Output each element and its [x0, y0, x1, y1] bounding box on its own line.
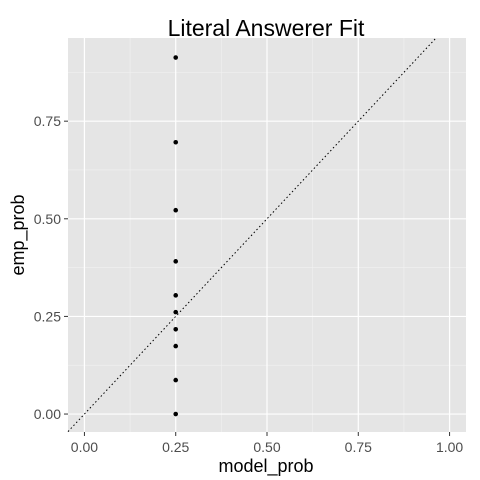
data-point: [173, 411, 179, 417]
data-point: [173, 377, 179, 383]
y-tick-label: 0.25: [34, 308, 61, 324]
y-axis-title: emp_prob: [8, 194, 29, 275]
reference-line-layer: [67, 37, 437, 432]
y-tick-label: 0.00: [34, 406, 61, 422]
data-point: [173, 293, 179, 298]
x-tick-label: 0.00: [71, 439, 98, 455]
y-axis: 0.00 0.25 0.50 0.75: [34, 113, 68, 422]
x-axis-title: model_prob: [218, 456, 313, 477]
data-point: [173, 309, 179, 315]
x-tick-label: 0.75: [345, 439, 372, 455]
y-tick-label: 0.50: [34, 211, 61, 227]
data-point: [173, 343, 179, 349]
identity-reference-line: [67, 37, 437, 432]
x-axis: 0.00 0.25 0.50 0.75 1.00: [71, 432, 463, 455]
data-point: [173, 327, 179, 332]
points-layer: [173, 55, 179, 417]
x-tick-label: 0.25: [162, 439, 189, 455]
x-tick-label: 1.00: [436, 439, 463, 455]
major-grid: [68, 38, 466, 432]
data-point: [173, 259, 179, 264]
chart-title: Literal Answerer Fit: [168, 15, 365, 41]
data-point: [173, 207, 179, 213]
data-point: [173, 139, 179, 145]
x-tick-label: 0.50: [253, 439, 280, 455]
data-point: [173, 55, 179, 60]
y-tick-label: 0.75: [34, 113, 61, 129]
